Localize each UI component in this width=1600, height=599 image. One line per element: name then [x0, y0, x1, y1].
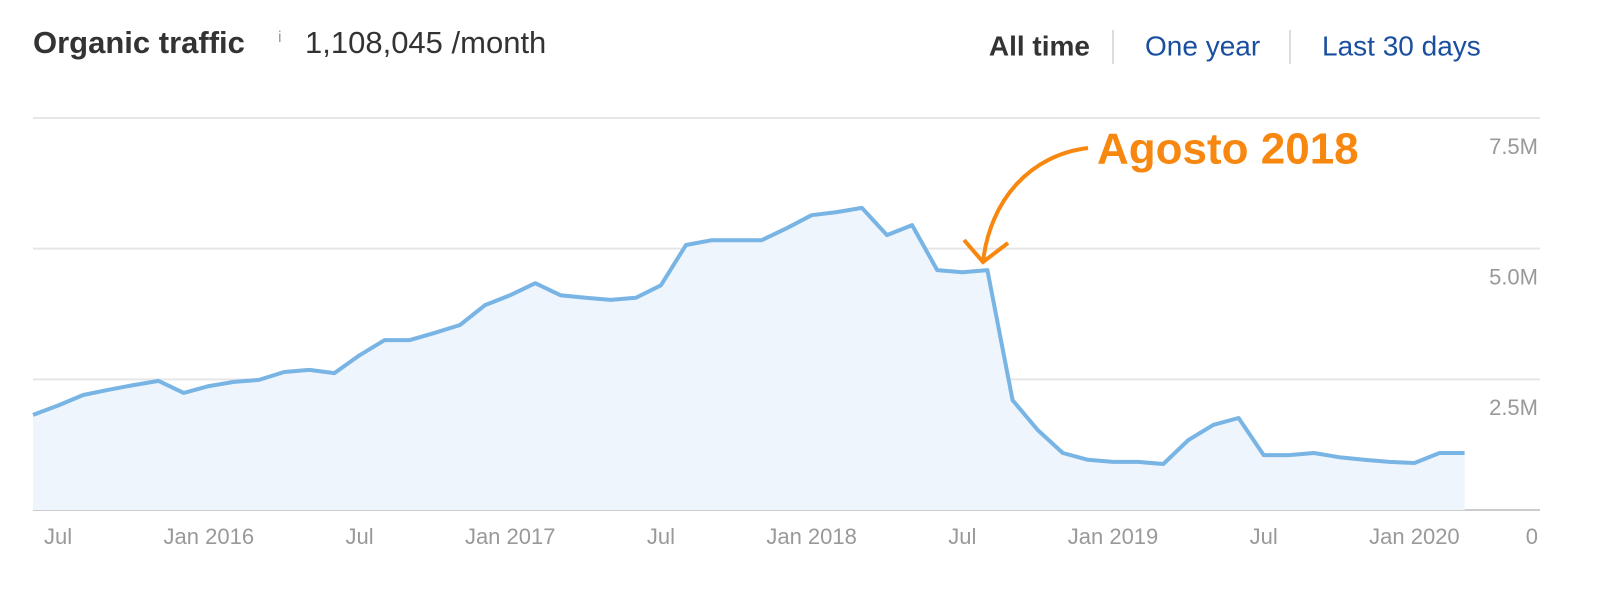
x-tick-label: Jul — [948, 524, 976, 549]
range-option[interactable]: Last 30 days — [1322, 30, 1481, 61]
x-tick-label: Jul — [44, 524, 72, 549]
y-tick-label: 0 — [1526, 524, 1538, 549]
x-tick-label: Jul — [345, 524, 373, 549]
x-tick-label: Jul — [1250, 524, 1278, 549]
annotation-arrow — [981, 146, 1089, 263]
annotation-arrowhead — [962, 238, 1010, 265]
y-tick-label: 2.5M — [1489, 395, 1538, 420]
x-tick-label: Jul — [647, 524, 675, 549]
range-option[interactable]: One year — [1145, 30, 1260, 61]
chart-title: Organic traffic — [33, 25, 245, 60]
headline: 1,108,045 /month — [305, 25, 546, 60]
annotation: Agosto 2018 — [1097, 125, 1359, 174]
area — [33, 207, 1465, 510]
plot: 0 2.5M 5.0M 7.5M Jul Jan 2016 Jul Jan 2017 Jul Ja… — [32, 117, 1540, 549]
line — [32, 205, 1465, 466]
x-tick-label: Jan 2020 — [1369, 524, 1460, 549]
x-tick-label: Jan 2017 — [465, 524, 556, 549]
x-tick-label: Jan 2019 — [1068, 524, 1159, 549]
y-tick-label: 7.5M — [1489, 134, 1538, 159]
range-option[interactable]: All time — [989, 30, 1090, 61]
x-tick-label: Jan 2018 — [766, 524, 857, 549]
y-tick-label: 5.0M — [1489, 264, 1538, 289]
info-icon[interactable]: i — [278, 29, 282, 46]
x-tick-label: Jan 2016 — [164, 524, 255, 549]
